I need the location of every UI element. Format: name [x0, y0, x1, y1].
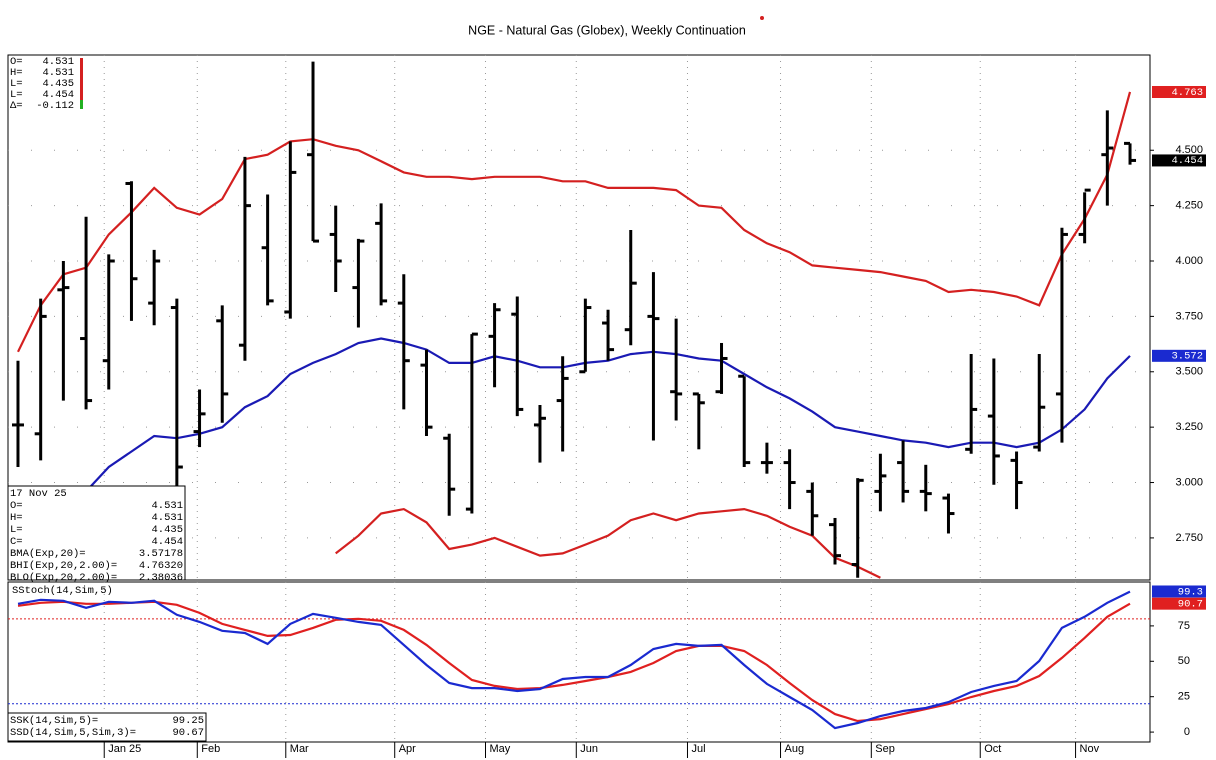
- x-tick-label: Jan 25: [108, 743, 141, 755]
- x-tick-label: Feb: [201, 743, 220, 755]
- y-tick-label: 0: [1184, 726, 1190, 738]
- y-tick-label: 2.750: [1175, 532, 1203, 544]
- readout-strip: [80, 58, 83, 100]
- value-tag: [1152, 85, 1206, 98]
- readout-value: 4.454: [42, 89, 74, 101]
- x-tick-label: Oct: [984, 743, 1001, 755]
- panel-title: SStoch(14,Sim,5): [12, 585, 113, 597]
- legend-value: 4.76320: [139, 560, 183, 572]
- readout-label: L=: [10, 78, 23, 90]
- legend-label: BHI(Exp,20,2.00)=: [10, 560, 117, 572]
- readout-value: 4.435: [42, 78, 74, 90]
- readout-value: -0.112: [36, 100, 74, 112]
- x-tick-label: Aug: [785, 743, 805, 755]
- legend-box: [7, 712, 207, 742]
- y-tick-label: 4.000: [1175, 255, 1203, 267]
- y-tick-label: 4.250: [1175, 200, 1203, 212]
- readout-label: Δ=: [10, 100, 23, 112]
- readout-strip: [80, 100, 83, 109]
- series-line: [17, 590, 1131, 730]
- x-tick-label: Jul: [691, 743, 705, 755]
- legend-label: SSK(14,Sim,5)=: [10, 715, 98, 727]
- series-line: [17, 600, 1131, 723]
- legend-value: 90.67: [172, 727, 204, 739]
- indicator-dot: [760, 16, 764, 20]
- legend-label: BMA(Exp,20)=: [10, 548, 86, 560]
- x-tick-label: Jun: [580, 743, 598, 755]
- legend-label: O=: [10, 500, 23, 512]
- y-tick-label: 3.750: [1175, 310, 1203, 322]
- legend-value: 4.531: [151, 500, 183, 512]
- x-tick-label: Sep: [875, 743, 895, 755]
- y-tick-label: 50: [1178, 655, 1190, 667]
- main-plot: [8, 55, 1150, 580]
- legend-value: 4.435: [151, 524, 183, 536]
- series-line: [17, 91, 1132, 353]
- x-tick-label: May: [489, 743, 510, 755]
- y-tick-label: 25: [1178, 691, 1190, 703]
- value-tag: [1152, 154, 1206, 167]
- y-tick-label: 3.250: [1175, 421, 1203, 433]
- value-tag: [1152, 585, 1206, 598]
- main-panel: [7, 54, 1151, 581]
- readout-label: H=: [10, 67, 23, 79]
- readout-label: L=: [10, 89, 23, 101]
- value-tag-label: 4.763: [1171, 87, 1203, 99]
- stoch-plot: [8, 582, 1150, 742]
- chart-title: NGE - Natural Gas (Globex), Weekly Conti…: [468, 23, 746, 37]
- legend-label: BLO(Exp,20,2.00)=: [10, 572, 117, 584]
- x-tick-label: Apr: [399, 743, 416, 755]
- overlays: Jan 25 Feb Mar Apr May Jun Jul Aug Sep Oct Nov 2.75…: [7, 56, 1206, 758]
- readout-value: 4.531: [42, 67, 74, 79]
- legend-box: [7, 485, 186, 581]
- legend-value: 2.38036: [139, 572, 183, 584]
- value-tag-label: 90.7: [1178, 598, 1203, 610]
- y-tick-label: 4.500: [1175, 144, 1203, 156]
- x-tick-label: Mar: [290, 743, 309, 755]
- legend-value: 4.531: [151, 512, 183, 524]
- value-tag-label: 4.454: [1171, 155, 1203, 167]
- legend-date: 17 Nov 25: [10, 488, 67, 500]
- legend-value: 99.25: [172, 715, 204, 727]
- value-tag: [1152, 597, 1206, 610]
- legend-value: 4.454: [151, 536, 183, 548]
- y-tick-label: 3.000: [1175, 476, 1203, 488]
- value-tag-label: 3.572: [1171, 351, 1203, 363]
- legend-label: H=: [10, 512, 23, 524]
- readout-label: O=: [10, 56, 23, 68]
- y-tick-label: 75: [1178, 620, 1190, 632]
- legend-label: L=: [10, 524, 23, 536]
- value-tag-label: 99.3: [1178, 586, 1203, 598]
- x-tick-label: Nov: [1080, 743, 1100, 755]
- legend-label: C=: [10, 536, 23, 548]
- y-tick-label: 3.500: [1175, 366, 1203, 378]
- readout-value: 4.531: [42, 56, 74, 68]
- series-line: [85, 337, 1131, 493]
- legend-label: SSD(14,Sim,5,Sim,3)=: [10, 727, 136, 739]
- value-tag: [1152, 349, 1206, 362]
- legend-value: 3.57178: [139, 548, 183, 560]
- series-line: [335, 507, 881, 579]
